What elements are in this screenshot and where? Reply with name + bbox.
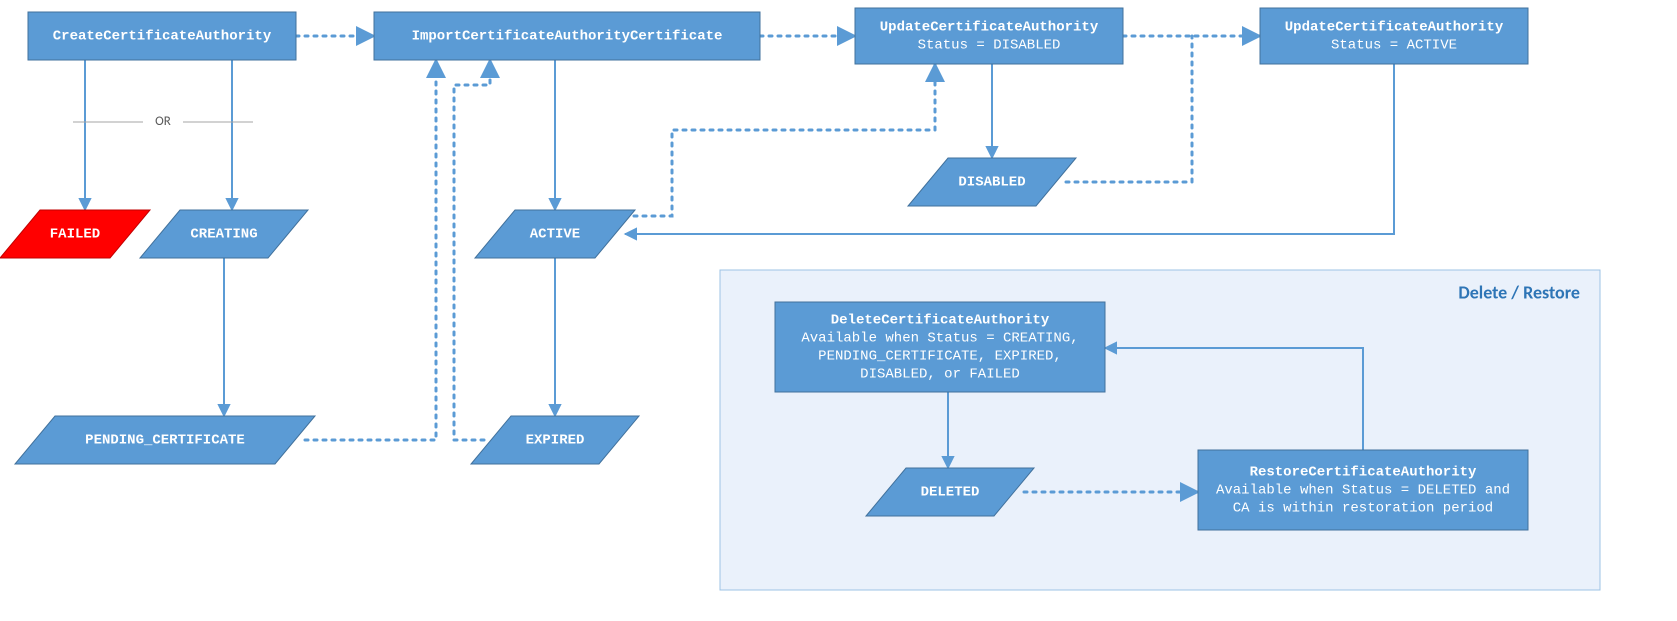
svg-text:OR: OR [155,114,171,129]
edge-active-to-upd_dis [625,64,935,216]
svg-text:PENDING_CERTIFICATE: PENDING_CERTIFICATE [85,433,245,449]
svg-text:RestoreCertificateAuthority: RestoreCertificateAuthority [1250,465,1477,481]
svg-text:Available when Status = DELETE: Available when Status = DELETED and [1216,483,1510,499]
svg-text:EXPIRED: EXPIRED [526,433,585,449]
node-upd_dis [855,8,1123,64]
svg-text:UpdateCertificateAuthority: UpdateCertificateAuthority [1285,20,1504,36]
svg-text:ACTIVE: ACTIVE [530,227,580,243]
svg-text:DISABLED, or FAILED: DISABLED, or FAILED [860,367,1020,383]
svg-text:DeleteCertificateAuthority: DeleteCertificateAuthority [831,313,1050,329]
svg-text:CreateCertificateAuthority: CreateCertificateAuthority [53,29,272,45]
svg-text:ImportCertificateAuthorityCert: ImportCertificateAuthorityCertificate [412,29,723,45]
svg-text:DISABLED: DISABLED [958,175,1025,191]
svg-text:CA is within restoration perio: CA is within restoration period [1233,501,1493,517]
edge-pending-to-import [305,60,436,440]
svg-text:Status = ACTIVE: Status = ACTIVE [1331,38,1457,54]
svg-text:Delete / Restore: Delete / Restore [1458,281,1580,303]
edge-upd_act-to-active [625,64,1394,234]
svg-text:PENDING_CERTIFICATE, EXPIRED,: PENDING_CERTIFICATE, EXPIRED, [818,349,1062,365]
svg-text:CREATING: CREATING [190,227,257,243]
svg-text:Available when Status = CREATI: Available when Status = CREATING, [801,331,1078,347]
svg-text:DELETED: DELETED [921,485,980,501]
svg-text:UpdateCertificateAuthority: UpdateCertificateAuthority [880,20,1099,36]
svg-text:Status = DISABLED: Status = DISABLED [918,38,1061,54]
node-upd_act [1260,8,1528,64]
svg-text:FAILED: FAILED [50,227,100,243]
